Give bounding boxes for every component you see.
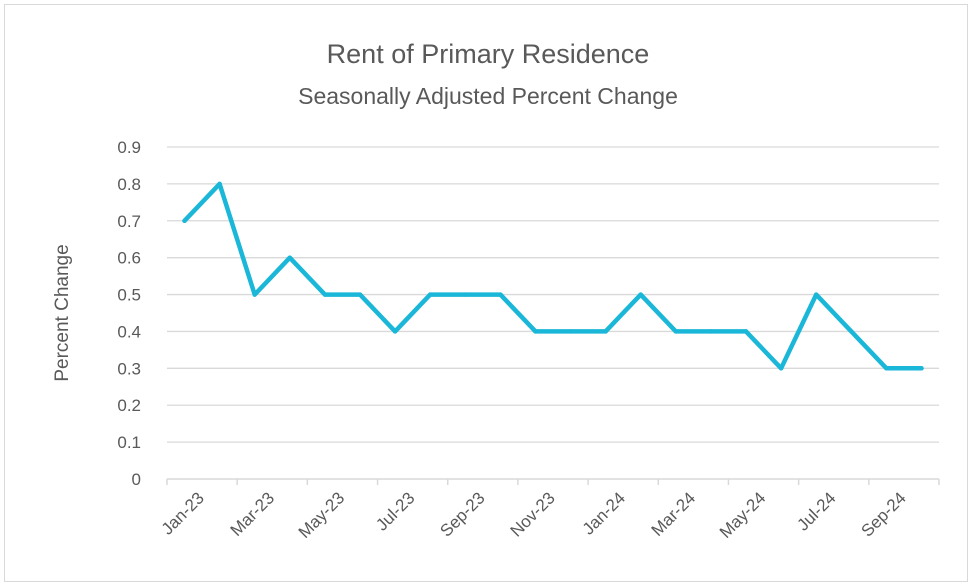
data-point [919,366,924,371]
data-point [778,366,784,371]
plot-area [182,181,924,371]
x-tick-label: May-23 [295,488,349,542]
data-point [498,292,503,297]
data-point [463,292,468,297]
series-line [182,181,924,371]
data-point [673,329,679,334]
data-point [252,292,257,297]
data-point [427,292,433,297]
gridlines [167,146,939,443]
data-point [287,255,293,260]
y-tick-labels: 0 0.1 0.2 0.3 0.4 0.5 0.6 0.7 0.8 0.9 [117,138,141,489]
x-tick-label: May-24 [716,488,770,542]
x-tick-label: Jul-23 [372,488,418,534]
x-tick-label: Jan-23 [158,488,208,538]
x-axis: Jan-23 Mar-23 May-23 Jul-23 Sep-23 Nov-23 Jan-… [158,478,940,542]
x-tick-label: Mar-24 [648,488,700,540]
data-point [533,329,538,334]
x-tick-label: Sep-24 [858,488,910,540]
data-point [849,329,854,334]
y-tick-label: 0.5 [117,286,141,305]
data-point [182,218,187,223]
x-tick-label: Jan-24 [579,488,629,538]
x-tick-label: Mar-23 [227,488,279,540]
data-point [884,366,889,371]
data-point [603,329,608,334]
data-point [638,292,643,297]
data-point [217,181,222,187]
data-point [743,329,749,334]
y-tick-label: 0.9 [117,138,141,157]
chart-title: Rent of Primary Residence [327,39,650,69]
y-tick-label: 0.8 [117,175,141,194]
chart-frame: Rent of Primary Residence Seasonally Adj… [4,4,968,582]
data-point [392,329,398,334]
y-tick-label: 0.2 [117,396,141,415]
y-tick-label: 0 [132,470,141,489]
y-axis-label: Percent Change [52,244,73,381]
x-tick-label: Nov-23 [507,488,559,540]
line-chart: Rent of Primary Residence Seasonally Adj… [52,39,940,542]
data-point [708,329,714,334]
x-tick-label: Jul-24 [793,488,839,534]
y-tick-label: 0.1 [117,433,141,452]
data-point [568,329,573,334]
data-point [813,292,819,297]
y-tick-label: 0.6 [117,249,141,268]
y-tick-label: 0.3 [117,359,141,378]
data-point [357,292,363,297]
y-tick-label: 0.4 [117,322,141,341]
y-tick-label: 0.7 [117,212,141,231]
chart-subtitle: Seasonally Adjusted Percent Change [298,83,678,109]
data-point [322,292,328,297]
x-tick-label: Sep-23 [436,488,488,540]
